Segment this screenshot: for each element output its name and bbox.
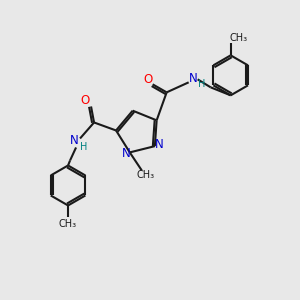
Text: N: N [122, 147, 130, 160]
Text: O: O [143, 73, 152, 86]
Text: CH₃: CH₃ [137, 170, 155, 180]
Text: O: O [80, 94, 90, 107]
Text: N: N [70, 134, 78, 147]
Text: N: N [154, 138, 163, 151]
Text: H: H [198, 79, 205, 89]
Text: CH₃: CH₃ [230, 33, 248, 43]
Text: N: N [189, 72, 198, 85]
Text: CH₃: CH₃ [59, 220, 77, 230]
Text: H: H [80, 142, 88, 152]
